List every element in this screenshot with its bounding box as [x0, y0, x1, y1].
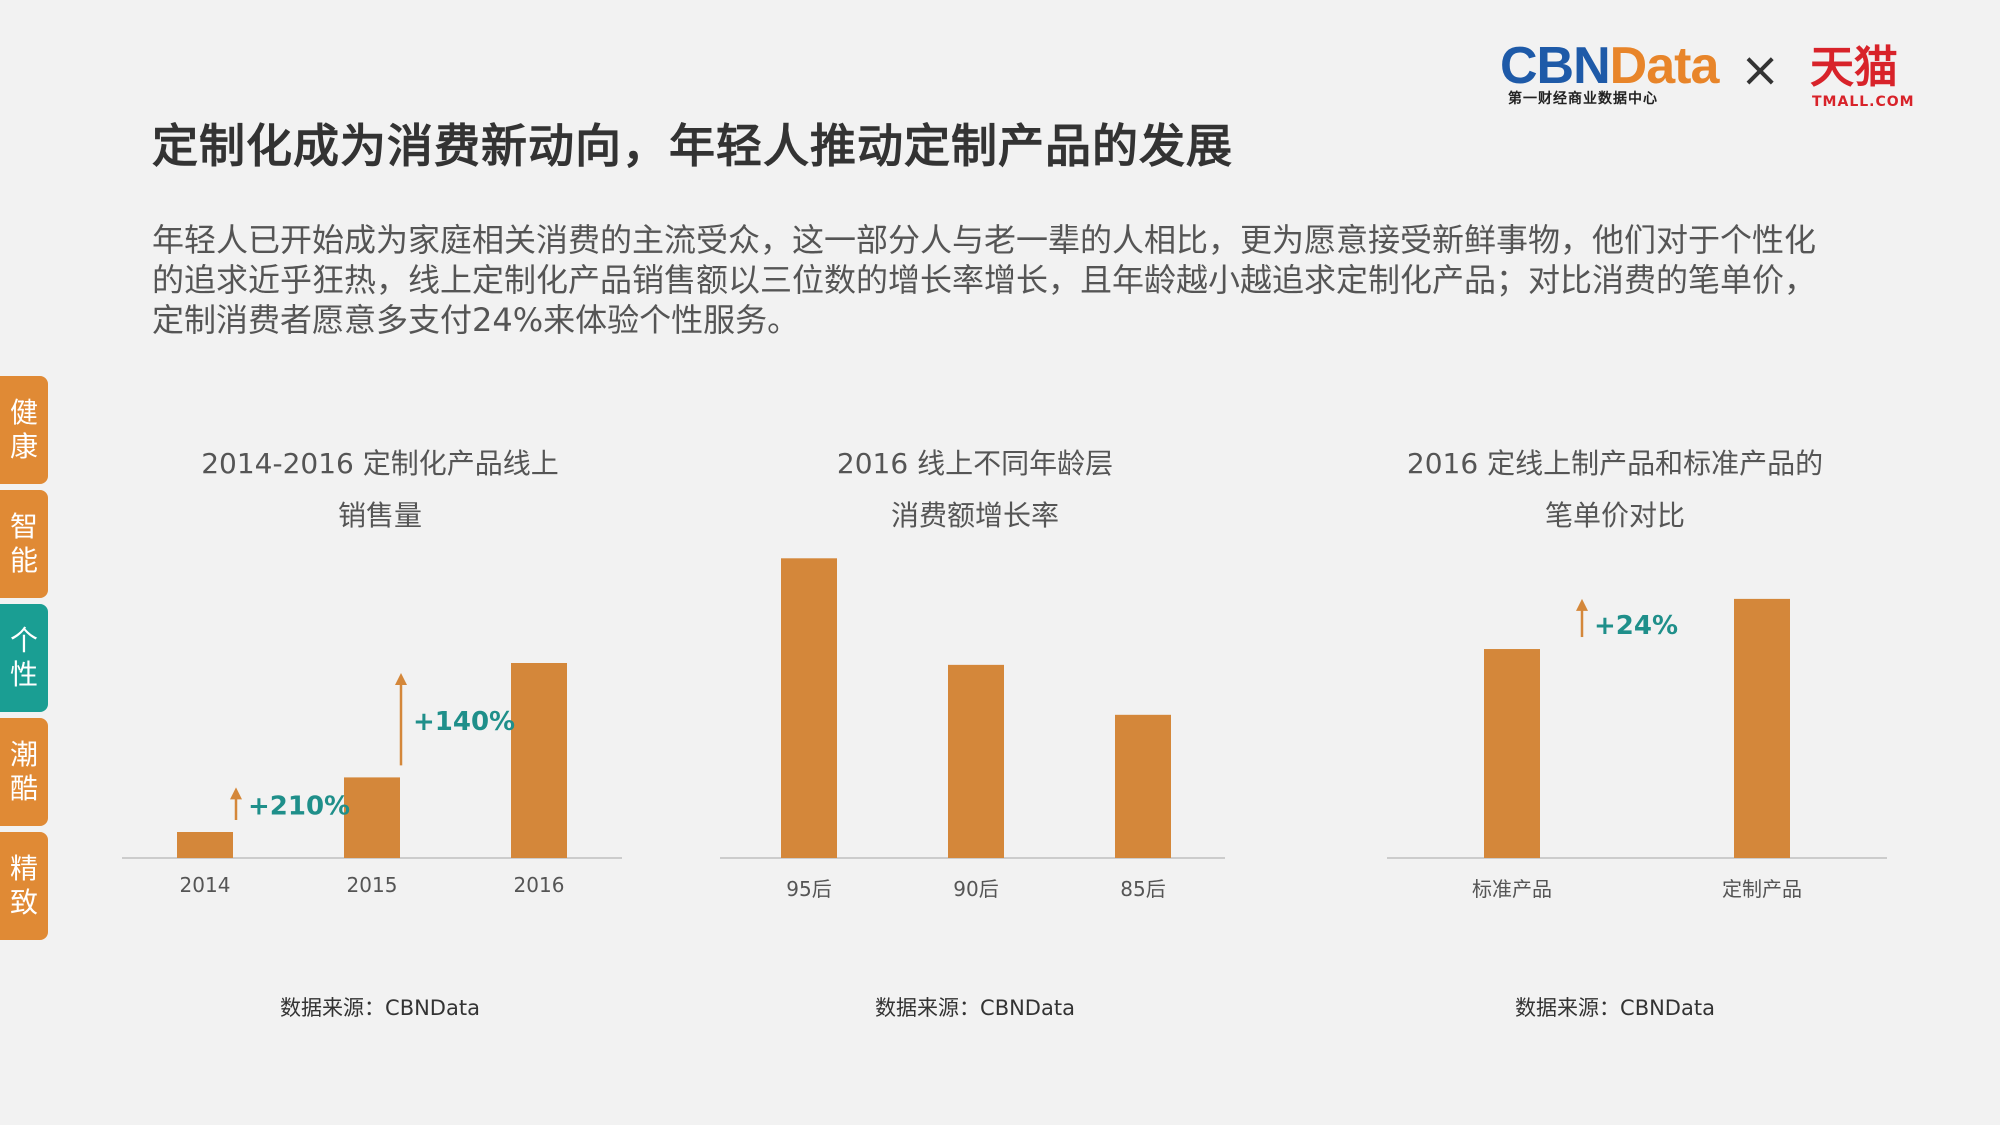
growth-arrow-head — [395, 673, 407, 685]
x-tick-label: 95后 — [786, 877, 831, 901]
side-tab-personal[interactable]: 个性 — [0, 604, 48, 712]
growth-annotation-label: +210% — [248, 792, 350, 822]
side-tab-label: 性 — [9, 658, 38, 691]
cbndata-logo-subtitle: 第一财经商业数据中心 — [1508, 91, 1658, 107]
growth-arrow-head — [230, 787, 242, 800]
brand-logos: CBNData 第一财经商业数据中心 × 天猫 TMALL.COM — [1500, 37, 1914, 115]
tmall-logo: 天猫 — [1810, 42, 1898, 93]
side-tab-trendy[interactable]: 潮酷 — [0, 718, 48, 826]
chart-panel-sales-volume: 2014-2016 定制化产品线上 销售量 2014 2015 2016 +210% +… — [100, 420, 660, 1040]
page-title: 定制化成为消费新动向，年轻人推动定制产品的发展 — [152, 119, 1233, 173]
bar-chart-price-comparison: 标准产品 定制产品 +24% — [1387, 598, 1887, 901]
data-source: 数据来源：CBNData — [875, 996, 1075, 1020]
growth-annotation-label: +140% — [413, 707, 515, 737]
bar-定制产品 — [1734, 598, 1790, 858]
data-source: 数据来源：CBNData — [1515, 996, 1715, 1020]
bar-chart-age-growth: 95后 90后 85后 — [720, 558, 1225, 901]
x-tick-label: 定制产品 — [1722, 877, 1802, 901]
chart-title: 2014-2016 定制化产品线上 销售量 — [201, 447, 559, 532]
side-tab-label: 智 — [9, 510, 38, 543]
page-description: 年轻人已开始成为家庭相关消费的主流受众，这一部分人与老一辈的人相比，更为愿意接受… — [152, 221, 1817, 339]
tmall-logo-subtitle: TMALL.COM — [1812, 94, 1915, 110]
chart-title: 2016 定线上制产品和标准产品的 笔单价对比 — [1406, 447, 1824, 532]
chart-panel-age-growth: 2016 线上不同年龄层 消费额增长率 95后 90后 85后 数据来源：CBNDa… — [695, 420, 1255, 1040]
side-tab-label: 健 — [9, 396, 38, 429]
side-tab-refined[interactable]: 精致 — [0, 832, 48, 940]
bar-85后 — [1115, 714, 1171, 858]
side-tab-nav: 健康 智能 个性 潮酷 精致 — [0, 376, 50, 946]
growth-annotation-label: +24% — [1594, 611, 1678, 641]
growth-arrow-head — [1576, 598, 1588, 611]
bar-90后 — [948, 664, 1004, 858]
x-tick-label: 90后 — [953, 877, 998, 901]
side-tab-label: 酷 — [9, 772, 38, 805]
x-tick-label: 2014 — [180, 873, 231, 897]
data-source: 数据来源：CBNData — [280, 996, 480, 1020]
side-tab-label: 能 — [9, 544, 38, 577]
side-tab-label: 康 — [9, 430, 38, 463]
bar-2015 — [344, 777, 400, 858]
chart-panel-price-comparison: 2016 定线上制产品和标准产品的 笔单价对比 标准产品 定制产品 +24% 数据来… — [1335, 420, 1895, 1040]
side-tab-label: 潮 — [9, 738, 38, 771]
chart-title: 2016 线上不同年龄层 消费额增长率 — [836, 447, 1114, 532]
side-tab-label: 个 — [9, 624, 38, 657]
side-tab-label: 致 — [9, 886, 38, 919]
bar-标准产品 — [1484, 649, 1540, 858]
side-tab-health[interactable]: 健康 — [0, 376, 48, 484]
times-icon: × — [1740, 42, 1781, 98]
x-tick-label: 2015 — [347, 873, 398, 897]
side-tab-smart[interactable]: 智能 — [0, 490, 48, 598]
bar-95后 — [781, 558, 837, 858]
side-tab-label: 精 — [9, 852, 38, 885]
bar-chart-sales-volume: 2014 2015 2016 +210% +140% — [122, 663, 622, 897]
x-tick-label: 85后 — [1120, 877, 1165, 901]
x-tick-label: 2016 — [514, 873, 565, 897]
cbndata-logo: CBNData — [1500, 37, 1719, 95]
bar-2014 — [177, 832, 233, 858]
bar-2016 — [511, 663, 567, 858]
x-tick-label: 标准产品 — [1472, 877, 1552, 901]
